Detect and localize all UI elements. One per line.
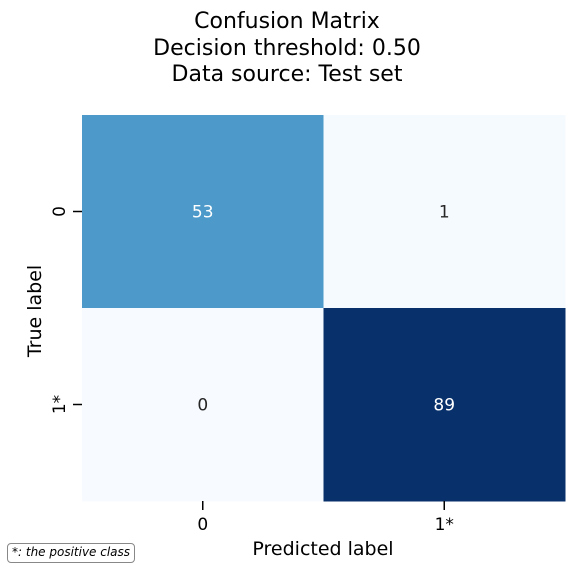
heatmap-cell-0-0 <box>82 115 324 309</box>
positive-class-footnote: *: the positive class <box>7 543 136 563</box>
chart-title-line-2: Decision threshold: 0.50 <box>153 36 421 61</box>
x-tick-label-0: 0 <box>197 515 208 535</box>
heatmap-cell-labels: 53 1 0 89 <box>192 203 455 416</box>
chart-title-line-3: Data source: Test set <box>172 62 403 87</box>
chart-title-line-1: Confusion Matrix <box>194 9 380 34</box>
heatmap-cell-value-1-1: 89 <box>433 396 455 416</box>
heatmap-cell-value-1-0: 0 <box>197 396 208 416</box>
y-tick-label-1: 1* <box>50 395 70 414</box>
x-axis-ticks: 0 1* <box>197 501 454 535</box>
x-axis-label: Predicted label <box>252 538 393 560</box>
heatmap-cell-1-0 <box>82 308 324 502</box>
heatmap-cell-value-0-1: 1 <box>439 203 450 223</box>
y-axis-label: True label <box>24 265 46 358</box>
chart-title: Confusion Matrix Decision threshold: 0.5… <box>153 9 421 87</box>
x-tick-label-1: 1* <box>435 515 454 535</box>
y-axis-ticks: 0 1* <box>50 206 82 414</box>
y-tick-label-0: 0 <box>50 206 70 217</box>
heatmap-cell-0-1 <box>323 115 566 309</box>
heatmap-cells <box>82 115 566 502</box>
heatmap-cell-value-0-0: 53 <box>192 203 214 223</box>
heatmap-cell-1-1 <box>323 308 566 502</box>
